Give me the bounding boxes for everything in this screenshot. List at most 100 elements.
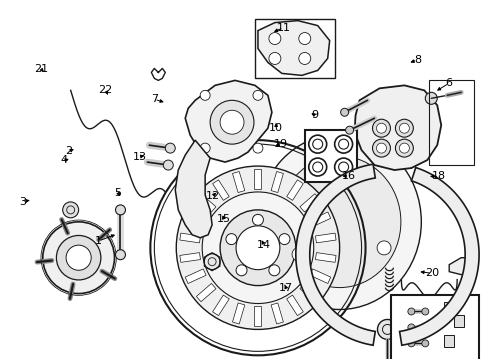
Text: 5: 5: [114, 188, 121, 198]
Text: 8: 8: [413, 55, 420, 65]
Circle shape: [421, 340, 428, 347]
Polygon shape: [309, 212, 330, 226]
Polygon shape: [212, 180, 229, 201]
Circle shape: [66, 245, 91, 270]
Text: 2: 2: [65, 146, 73, 156]
Circle shape: [236, 226, 279, 270]
Text: 17: 17: [278, 283, 292, 293]
Circle shape: [376, 123, 386, 133]
Circle shape: [395, 139, 412, 157]
Polygon shape: [212, 295, 229, 316]
Circle shape: [203, 254, 220, 270]
Text: 6: 6: [445, 78, 452, 88]
Circle shape: [407, 324, 414, 331]
Circle shape: [399, 143, 408, 153]
Circle shape: [252, 143, 263, 153]
Text: 20: 20: [424, 268, 438, 278]
Polygon shape: [185, 80, 271, 162]
Polygon shape: [286, 180, 303, 201]
Polygon shape: [270, 171, 283, 193]
Circle shape: [200, 90, 210, 100]
Text: 21: 21: [34, 64, 48, 74]
Polygon shape: [295, 164, 374, 345]
Circle shape: [377, 319, 397, 339]
Circle shape: [252, 90, 263, 100]
Circle shape: [62, 202, 79, 218]
Polygon shape: [196, 194, 216, 212]
Circle shape: [115, 205, 125, 215]
Polygon shape: [448, 258, 476, 275]
Polygon shape: [399, 167, 478, 345]
Circle shape: [210, 100, 253, 144]
Text: 11: 11: [276, 23, 290, 33]
Polygon shape: [185, 269, 206, 283]
Polygon shape: [254, 169, 261, 189]
Circle shape: [345, 126, 353, 134]
Circle shape: [279, 234, 289, 244]
Circle shape: [407, 308, 414, 315]
Circle shape: [395, 119, 412, 137]
Polygon shape: [443, 302, 453, 314]
Circle shape: [225, 234, 236, 244]
Text: 19: 19: [273, 139, 287, 149]
Circle shape: [407, 340, 414, 347]
Text: 10: 10: [268, 123, 283, 133]
Circle shape: [236, 265, 246, 276]
Circle shape: [421, 308, 428, 315]
Polygon shape: [390, 294, 478, 360]
Ellipse shape: [258, 134, 421, 310]
Polygon shape: [299, 283, 319, 302]
Circle shape: [291, 247, 305, 261]
Text: 4: 4: [61, 155, 68, 165]
Circle shape: [163, 160, 173, 170]
Polygon shape: [232, 171, 244, 193]
Polygon shape: [180, 253, 200, 262]
Polygon shape: [175, 140, 212, 238]
Circle shape: [425, 92, 436, 104]
Text: 14: 14: [256, 239, 270, 249]
Circle shape: [220, 110, 244, 134]
Polygon shape: [315, 233, 335, 243]
Polygon shape: [299, 194, 319, 212]
Text: 13: 13: [133, 152, 146, 162]
Text: 22: 22: [99, 85, 113, 95]
Circle shape: [268, 53, 280, 64]
Circle shape: [307, 167, 321, 181]
Text: 12: 12: [205, 191, 220, 201]
Polygon shape: [196, 283, 216, 302]
Circle shape: [399, 123, 408, 133]
Circle shape: [376, 143, 386, 153]
Text: 3: 3: [20, 197, 26, 207]
Polygon shape: [304, 130, 356, 182]
Text: 9: 9: [311, 111, 318, 121]
Ellipse shape: [278, 156, 400, 288]
Circle shape: [115, 250, 125, 260]
Circle shape: [200, 143, 210, 153]
Circle shape: [372, 119, 389, 137]
Polygon shape: [315, 253, 335, 262]
Polygon shape: [286, 295, 303, 316]
Circle shape: [176, 166, 339, 329]
Circle shape: [421, 324, 428, 331]
Circle shape: [56, 235, 101, 280]
Polygon shape: [232, 303, 244, 324]
Text: 15: 15: [217, 215, 230, 224]
Polygon shape: [180, 233, 200, 243]
Polygon shape: [309, 269, 330, 283]
Polygon shape: [443, 336, 453, 347]
Circle shape: [268, 32, 280, 45]
Polygon shape: [453, 315, 463, 328]
Polygon shape: [270, 303, 283, 324]
Circle shape: [372, 139, 389, 157]
Polygon shape: [254, 306, 261, 326]
Circle shape: [340, 108, 348, 116]
Circle shape: [252, 214, 263, 225]
Polygon shape: [185, 212, 206, 226]
Text: 16: 16: [342, 171, 355, 181]
Circle shape: [376, 241, 390, 255]
Circle shape: [42, 222, 114, 293]
Circle shape: [298, 32, 310, 45]
Text: 18: 18: [431, 171, 446, 181]
Text: 1: 1: [95, 236, 102, 246]
Polygon shape: [258, 21, 329, 75]
